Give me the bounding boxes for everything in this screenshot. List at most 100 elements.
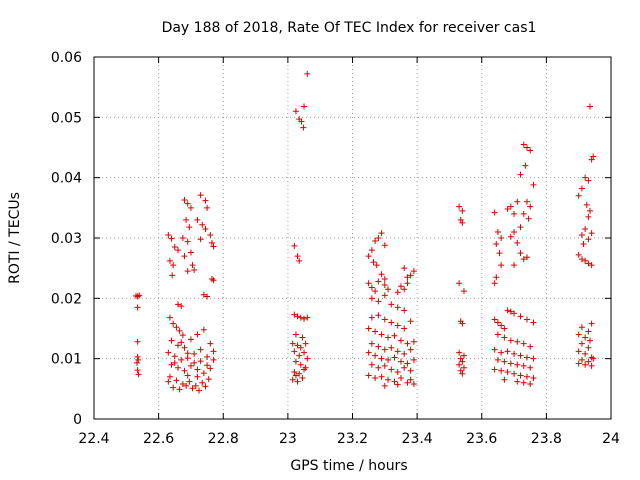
data-point [585,177,592,184]
data-point [296,352,303,359]
data-point [200,326,207,333]
data-point [368,314,375,321]
data-point [173,324,180,331]
data-point [401,325,408,332]
data-point [381,316,388,323]
data-point [582,174,589,181]
data-point [511,262,518,269]
data-point [372,238,379,245]
data-point [202,383,209,390]
data-point [168,235,175,242]
data-point [527,343,534,350]
data-point [385,376,392,383]
data-point [168,361,175,368]
data-point [511,228,518,235]
data-point [523,254,530,261]
data-point [407,376,414,383]
data-point [365,325,372,332]
data-point [507,360,514,367]
data-point [187,336,194,343]
data-point [191,350,198,357]
data-point [292,372,299,379]
data-point [184,350,191,357]
data-point [186,378,193,385]
data-point [173,377,180,384]
data-point [491,366,498,373]
data-point [585,328,592,335]
data-point [294,378,301,385]
y-tick-label: 0.02 [51,291,82,307]
data-point [397,374,404,381]
data-point [135,371,142,378]
data-point [588,362,595,369]
data-point [394,304,401,311]
data-point [404,379,411,386]
data-point [498,262,505,269]
data-point [501,358,508,365]
data-point [302,340,309,347]
data-point [407,367,414,374]
data-point [292,108,299,115]
data-point [375,312,382,319]
data-point [365,349,372,356]
data-point [204,362,211,369]
data-point [457,367,464,374]
data-point [523,144,530,151]
data-point [523,316,530,323]
data-point [200,291,207,298]
data-point [300,124,307,131]
data-point [511,370,518,377]
data-point [189,262,196,269]
data-point [498,322,505,329]
data-point [511,350,518,357]
data-point [588,262,595,269]
data-point [134,367,141,374]
data-point [204,293,211,300]
y-axis-tick-labels: 0 0.01 0.02 0.03 0.04 0.05 0.06 [51,50,82,428]
data-point [207,365,214,372]
data-point [189,385,196,392]
data-point [520,340,527,347]
data-point [459,219,466,226]
data-point [456,361,463,368]
data-point [196,387,203,394]
x-tick-label: 23.8 [531,431,562,447]
data-point [394,348,401,355]
data-point [494,319,501,326]
data-point [210,243,217,250]
data-point [578,231,585,238]
x-tick-label: 23.6 [466,431,497,447]
data-point [292,358,299,365]
x-tick-label: 23.4 [402,431,433,447]
data-point [520,141,527,148]
data-point [179,235,186,241]
data-point [200,370,207,377]
data-point [304,355,311,362]
data-point [578,324,585,331]
data-point [378,373,385,380]
data-point [301,349,308,356]
x-tick-label: 22.4 [78,431,109,447]
chart-title: Day 188 of 2018, Rate Of TEC Index for r… [162,20,537,36]
data-point [385,286,392,293]
data-point [407,272,414,279]
data-point [407,318,414,325]
data-point [181,196,188,203]
data-point [397,358,404,365]
data-point [530,374,537,381]
x-axis-tick-labels: 22.4 22.6 22.8 23 23.2 23.4 23.6 23.8 24 [78,431,620,447]
data-point [401,364,408,371]
data-point [394,368,401,375]
data-point [388,366,395,373]
data-point [378,230,385,237]
data-point [375,343,382,350]
data-point [381,282,388,289]
data-point [165,378,172,385]
data-point [184,200,191,207]
data-point [187,362,194,369]
data-point [170,320,177,327]
data-point [210,356,217,363]
data-point [135,356,142,363]
data-point [527,364,534,371]
data-point [459,370,466,377]
